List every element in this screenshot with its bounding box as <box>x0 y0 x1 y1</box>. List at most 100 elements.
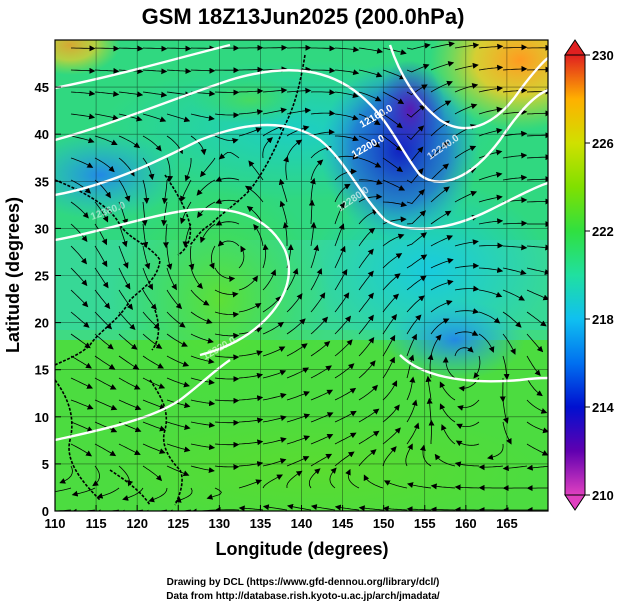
streamline-arrow <box>382 314 398 335</box>
streamline-arrow <box>209 245 216 270</box>
streamline-arrow <box>430 186 450 203</box>
streamline-arrow <box>118 201 129 226</box>
streamline-arrow <box>310 434 334 445</box>
streamline-arrow <box>188 245 195 271</box>
streamline-arrow <box>166 45 192 52</box>
y-tick-label: 20 <box>35 316 49 331</box>
streamline-arrow <box>148 487 168 503</box>
x-tick-label: 155 <box>414 516 436 531</box>
streamline-arrow <box>439 403 456 423</box>
streamline-arrow <box>190 465 215 474</box>
streamline-arrow <box>94 377 117 390</box>
streamline-arrow <box>190 333 214 344</box>
contour-12320 <box>55 69 548 183</box>
streamline-arrow <box>478 106 503 115</box>
x-tick-label: 115 <box>86 516 107 531</box>
streamline-arrow <box>248 160 264 181</box>
streamline-arrow <box>526 176 548 183</box>
y-tick-label: 15 <box>35 363 49 378</box>
streamline-arrow <box>70 223 88 242</box>
streamline-arrow <box>442 356 456 379</box>
streamline-arrow <box>142 399 166 410</box>
streamline-arrow <box>502 333 516 355</box>
streamline-arrow <box>94 201 109 223</box>
streamline-arrow <box>334 292 350 313</box>
streamline-arrow <box>406 376 416 401</box>
coastline-china <box>55 179 161 366</box>
streamline-arrow <box>334 363 355 379</box>
streamline-arrow <box>310 268 323 291</box>
streamline-arrow <box>283 155 289 181</box>
credit-data: Data from http://database.rish.kyoto-u.a… <box>166 591 440 602</box>
streamline-arrow <box>262 504 288 511</box>
streamline-arrow <box>118 465 134 487</box>
streamline-arrow <box>311 45 336 52</box>
streamline-arrow <box>142 91 168 98</box>
contour-12200 <box>55 359 231 442</box>
streamline-arrow <box>382 91 405 105</box>
streamline-arrow <box>215 220 240 226</box>
x-tick-label: 110 <box>45 516 66 531</box>
streamline-arrow <box>358 209 379 225</box>
streamline-arrow <box>310 129 335 137</box>
streamline-arrow <box>345 468 360 489</box>
streamline-arrow <box>310 504 336 511</box>
streamline-arrow <box>262 458 287 467</box>
streamline-arrow <box>286 435 311 445</box>
streamline-arrow <box>526 377 543 397</box>
x-tick-label: 150 <box>373 516 395 531</box>
streamline-arrow <box>238 479 263 489</box>
streamline-arrow <box>238 127 262 137</box>
streamline-arrow <box>454 42 480 49</box>
streamline-arrow <box>238 439 264 446</box>
streamline-arrow <box>454 239 479 247</box>
streamline-arrow <box>454 330 479 336</box>
colorbar-tick-label: 226 <box>592 136 614 151</box>
streamline-arrow <box>358 505 384 511</box>
streamline-arrow <box>334 153 360 160</box>
streamline-arrow <box>406 210 427 225</box>
streamline-arrow <box>334 223 345 247</box>
streamline-arrow <box>70 67 96 74</box>
streamline-arrow <box>487 443 504 460</box>
streamline-arrow <box>358 113 381 126</box>
streamline-arrow <box>286 87 312 94</box>
streamline-arrow <box>358 449 377 467</box>
colorbar-tick-label: 218 <box>592 312 614 327</box>
streamline-arrow <box>310 110 336 117</box>
streamline-arrow <box>439 381 456 401</box>
streamline-arrow <box>382 273 401 291</box>
streamline-arrow <box>206 487 222 500</box>
y-tick-label: 5 <box>42 457 49 472</box>
streamline-arrow <box>118 289 134 310</box>
streamline-arrow <box>526 464 548 471</box>
coastline-indochina <box>55 379 101 501</box>
streamline-arrow <box>71 487 96 497</box>
streamline-arrow <box>238 109 264 115</box>
streamline-arrow <box>238 417 264 424</box>
streamline-arrow <box>94 267 109 289</box>
streamline-arrow <box>382 157 404 172</box>
streamline-arrow <box>94 113 119 121</box>
streamline-arrow <box>118 135 141 149</box>
streamline-arrow <box>309 177 316 203</box>
contour-12160 <box>399 354 548 383</box>
coastline-japan <box>189 54 306 246</box>
streamline-arrow <box>239 66 264 73</box>
streamline-arrow <box>70 157 94 168</box>
streamline-arrow <box>358 157 382 168</box>
streamline-arrow <box>214 267 236 282</box>
streamline-arrow <box>286 343 308 357</box>
x-tick-label: 130 <box>208 516 230 531</box>
streamline-arrow <box>217 240 240 247</box>
streamline-arrow <box>334 387 357 401</box>
streamline-arrow <box>94 45 120 52</box>
streamline-arrow <box>70 333 91 349</box>
streamline-arrow <box>218 152 240 160</box>
streamline-arrow <box>310 316 329 335</box>
streamline-arrow <box>118 223 128 248</box>
streamline-arrow <box>478 311 501 324</box>
streamline-arrow <box>190 421 216 429</box>
streamline-arrow <box>334 432 357 445</box>
streamline-arrow <box>358 248 374 269</box>
